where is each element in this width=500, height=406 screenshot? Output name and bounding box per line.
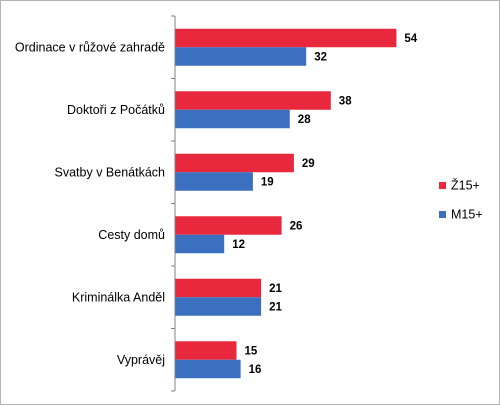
data-label: 19	[261, 177, 274, 189]
legend-label: Ž15+	[451, 178, 480, 193]
bar-z15	[175, 341, 237, 360]
bar-z15	[175, 216, 282, 235]
y-axis-ticks	[171, 15, 175, 392]
data-label: 38	[339, 96, 352, 108]
data-label: 54	[404, 33, 417, 45]
legend-label: M15+	[451, 208, 483, 222]
data-label: 29	[302, 158, 315, 170]
data-label: 26	[290, 221, 303, 233]
bar-m15	[175, 109, 290, 129]
bar-z15	[175, 28, 397, 48]
data-label: 21	[269, 283, 282, 295]
bars-group	[175, 28, 397, 379]
bar-m15	[175, 172, 253, 191]
category-label: Vyprávěj	[117, 353, 165, 367]
data-label: 32	[314, 52, 327, 64]
category-label: Cesty domů	[98, 228, 165, 242]
bar-z15	[175, 91, 331, 110]
category-labels: Ordinace v růžové zahradě Doktoři z Počát…	[15, 40, 165, 367]
bar-z15	[175, 278, 262, 298]
data-label: 16	[249, 364, 262, 376]
bar-m15	[175, 47, 307, 66]
category-label: Ordinace v růžové zahradě	[15, 40, 165, 54]
category-label: Kriminálka Anděl	[72, 290, 165, 304]
value-labels: 54 32 38 28 29 19 26 12 21 21 15 16	[232, 33, 418, 376]
data-label: 28	[298, 114, 311, 126]
bar-m15	[175, 234, 225, 254]
legend: Ž15+ M15+	[439, 178, 483, 222]
bar-m15	[175, 359, 241, 379]
category-label: Doktoři z Počátků	[67, 103, 165, 117]
data-label: 21	[269, 302, 282, 314]
legend-swatch	[439, 211, 446, 218]
bar-z15	[175, 153, 294, 173]
data-label: 15	[245, 346, 258, 358]
legend-swatch	[439, 182, 446, 189]
data-label: 12	[232, 239, 245, 251]
category-label: Svatby v Benátkách	[55, 165, 166, 179]
bar-m15	[175, 297, 262, 316]
